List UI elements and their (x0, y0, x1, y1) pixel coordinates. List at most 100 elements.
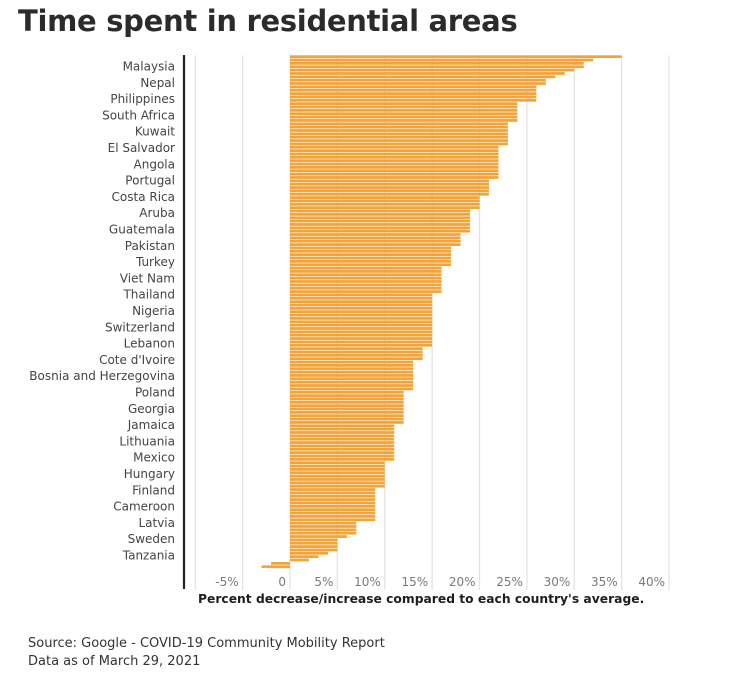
bar (290, 531, 357, 535)
bar (290, 434, 395, 438)
x-tick-label: 15% (401, 575, 428, 589)
bar (290, 427, 395, 431)
bar (290, 447, 395, 451)
bar (290, 306, 433, 310)
bar (290, 538, 338, 542)
category-label: Philippines (110, 92, 175, 106)
bar (290, 551, 328, 555)
bar (290, 337, 433, 340)
bar (290, 92, 537, 95)
bar (290, 149, 499, 153)
bar (290, 102, 518, 106)
bar (290, 290, 442, 293)
bar (290, 374, 414, 377)
bar (290, 256, 452, 260)
bar (290, 189, 489, 193)
bar (290, 233, 461, 236)
category-label: Guatemala (109, 223, 175, 237)
x-tick-labels: -5% 0 5% 10% 15% 20% 25% 30% 35% 40% (215, 575, 665, 589)
bar (290, 424, 395, 428)
category-label: Portugal (125, 174, 175, 188)
bar (290, 515, 376, 518)
bar (290, 357, 423, 361)
x-tick-label: -5% (215, 575, 238, 589)
bar (290, 216, 471, 220)
bar (290, 253, 452, 257)
chart-title: Time spent in residential areas (18, 4, 518, 38)
bar (290, 192, 489, 196)
category-label: Kuwait (135, 125, 175, 139)
bar (290, 484, 385, 488)
bar (290, 364, 414, 367)
bar (290, 468, 385, 471)
bar (290, 179, 489, 183)
bar (290, 471, 385, 475)
category-label: Bosnia and Herzegovina (29, 369, 175, 383)
bar (290, 115, 518, 119)
bar (290, 387, 414, 391)
bar (290, 491, 376, 495)
bar (290, 72, 565, 75)
bar (290, 88, 537, 92)
category-label: Tanzania (122, 549, 175, 563)
bar (290, 457, 395, 461)
bar (290, 421, 404, 424)
bar (290, 545, 338, 548)
bar (261, 565, 290, 569)
bar (290, 62, 584, 65)
bar (290, 206, 480, 210)
source-note: Source: Google - COVID-19 Community Mobi… (28, 636, 385, 651)
bar (290, 548, 338, 552)
bar (290, 464, 385, 468)
bar (271, 561, 290, 565)
category-label: Malaysia (123, 60, 175, 74)
category-label: Finland (132, 483, 175, 497)
bar (290, 394, 404, 397)
category-label: Lithuania (119, 434, 175, 448)
bar (290, 296, 433, 300)
bar (290, 75, 556, 79)
bar (290, 98, 537, 102)
bar (290, 377, 414, 381)
bar (290, 155, 499, 159)
bar (290, 303, 433, 307)
category-label: Jamaica (127, 418, 175, 432)
bar (290, 95, 537, 99)
bar (290, 417, 404, 421)
bar (290, 350, 423, 354)
bar (290, 323, 433, 327)
bar (290, 249, 452, 253)
bar (290, 504, 376, 508)
bar (290, 444, 395, 448)
bar (290, 390, 404, 394)
bar (290, 431, 395, 434)
bar (290, 135, 508, 139)
bar (290, 414, 404, 418)
bar (290, 310, 433, 314)
x-tick-label: 20% (449, 575, 476, 589)
category-label: Cameroon (113, 500, 175, 514)
bar (290, 333, 433, 337)
category-label: Mexico (133, 451, 175, 465)
bar (290, 300, 433, 304)
bar (290, 320, 433, 324)
bar (290, 276, 442, 280)
bar (290, 558, 309, 562)
bar (290, 182, 489, 186)
bar (290, 340, 433, 344)
bar (290, 270, 442, 273)
bar (290, 176, 499, 179)
category-label: Nepal (140, 76, 175, 90)
bar (290, 172, 499, 176)
bar (290, 508, 376, 512)
category-label: Aruba (139, 206, 175, 220)
bar (290, 541, 338, 545)
bar (290, 82, 546, 85)
bar (290, 132, 508, 136)
x-tick-label: 30% (544, 575, 571, 589)
category-label: Thailand (122, 288, 175, 302)
bar (290, 152, 499, 156)
bar (290, 199, 480, 203)
bar (290, 196, 480, 199)
bar (290, 85, 537, 89)
